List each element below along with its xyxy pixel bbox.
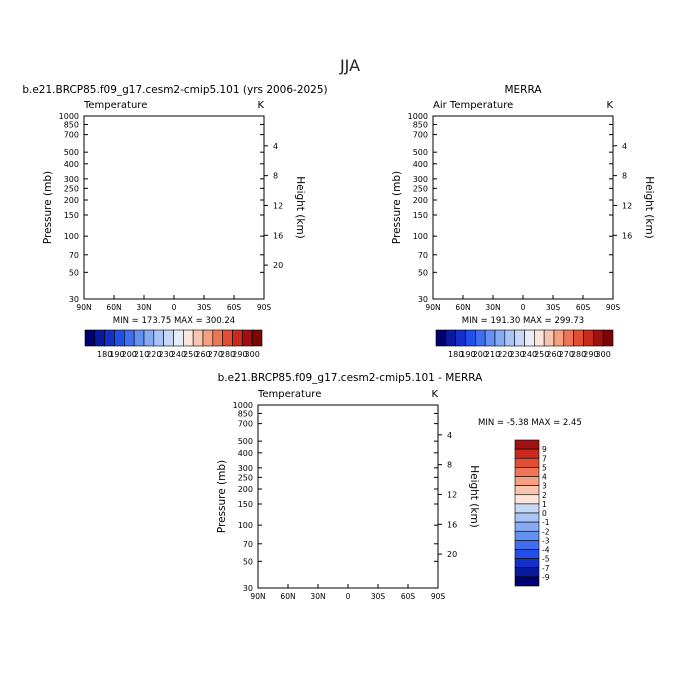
model-ytick-label: 700: [64, 131, 79, 140]
model-xtick-label: 90N: [76, 303, 91, 312]
figure-title: JJA: [339, 56, 360, 75]
model-ytick-label: 100: [64, 232, 79, 241]
model-y2tick-label: 20: [273, 261, 283, 270]
model-field-label: Temperature: [83, 100, 147, 111]
model-ytick-label: 500: [64, 148, 79, 157]
model-ytick-label: 200: [64, 196, 79, 205]
model-xtick-label: 60S: [227, 303, 242, 312]
model-ytick-label: 400: [64, 160, 79, 169]
model-ytick-label: 150: [64, 211, 79, 220]
model-xtick-label: 60N: [106, 303, 121, 312]
model-y2tick-label: 12: [273, 201, 283, 210]
model-ytick-label: 300: [64, 175, 79, 184]
model-plot-frame: [83, 115, 265, 300]
model-panel-title: b.e21.BRCP85.f09_g17.cesm2-cmip5.101 (yr…: [22, 84, 327, 96]
model-ytick-label: 1000: [59, 112, 79, 121]
model-xtick-label: 0: [172, 303, 177, 312]
model-ylabel: Pressure (mb): [42, 171, 54, 244]
model-y2tick-label: 8: [273, 172, 278, 181]
model-y2label: Height (km): [294, 176, 306, 239]
model-ytick-label: 850: [64, 120, 79, 129]
model-stats: MIN = 173.75 MAX = 300.24: [113, 316, 235, 326]
model-units-label: K: [257, 100, 264, 111]
model-ytick-label: 70: [69, 251, 79, 260]
model-ytick-label: 50: [69, 268, 79, 277]
model-xtick-label: 90S: [257, 303, 272, 312]
model-xtick-label: 30N: [136, 303, 151, 312]
model-y2tick-label: 4: [273, 142, 278, 151]
model-ytick-label: 250: [64, 184, 79, 193]
model-xtick-label: 30S: [197, 303, 212, 312]
model-ytick-label: 30: [69, 295, 79, 304]
model-y2tick-label: 16: [273, 231, 283, 240]
panel-model: b.e21.BRCP85.f09_g17.cesm2-cmip5.101 (yr…: [22, 84, 327, 326]
